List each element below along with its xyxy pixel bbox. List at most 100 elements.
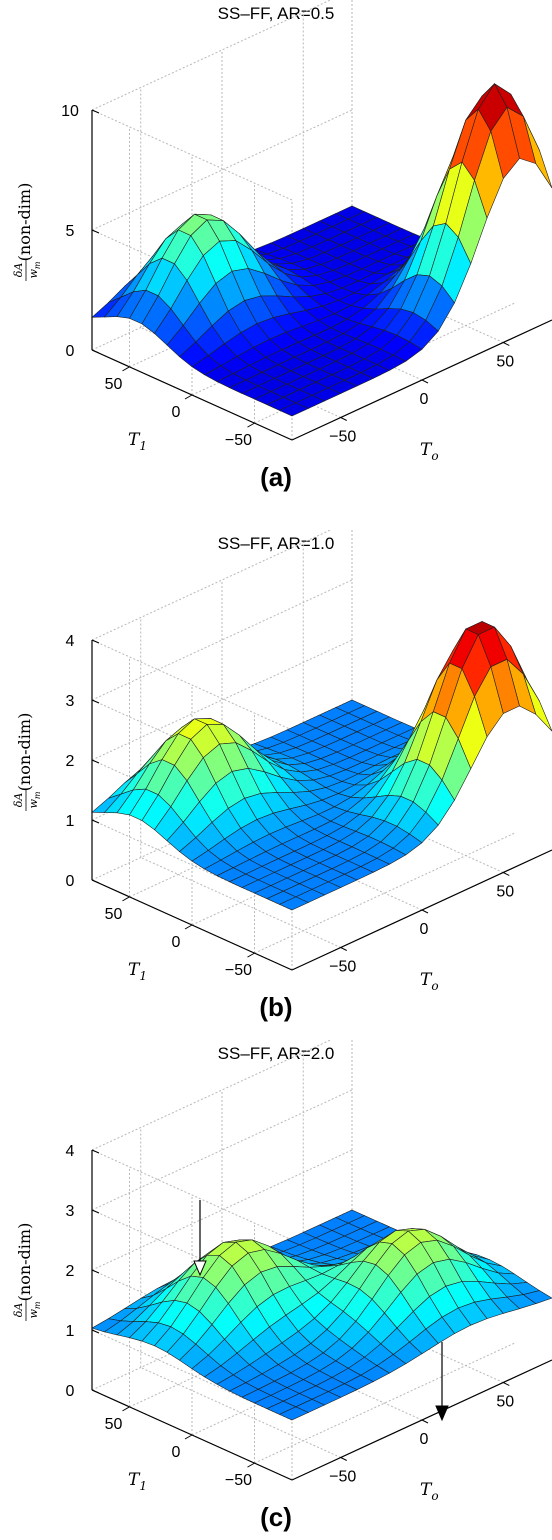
chart-title: SS–FF, AR=1.0 xyxy=(217,534,335,553)
chart-panel-c: SS–FF, AR=2.0 −50 0 50 −50 0 50 0 1 2 3 4 To T1 δA wm(… xyxy=(0,1040,552,1540)
x-axis-label: To xyxy=(420,440,439,463)
z-tick-label: 2 xyxy=(66,753,75,770)
svg-text:(non-dim): (non-dim) xyxy=(15,183,34,262)
y-tick-mark xyxy=(247,952,255,958)
z-tick-mark xyxy=(91,1149,100,1154)
z-tick-mark xyxy=(91,819,100,824)
y-tick-mark xyxy=(184,394,193,400)
surface-patch xyxy=(278,896,310,911)
z-tick-mark xyxy=(91,1389,100,1394)
z-tick-label: 5 xyxy=(66,223,75,240)
x-tick-mark xyxy=(503,872,510,876)
chart-panel-b: SS–FF, AR=1.0 −50 0 50 −50 0 50 0 1 2 3 4 To T1 δA wm(… xyxy=(0,530,552,1030)
ticks: −50 0 50 −50 0 50 0 5 10 xyxy=(61,103,514,449)
z-tick-mark xyxy=(91,1329,100,1334)
x-axis-label: To xyxy=(420,970,439,993)
y-tick-label: 50 xyxy=(105,906,123,923)
svg-text:(non-dim): (non-dim) xyxy=(15,1223,34,1302)
arrow-head xyxy=(435,1405,449,1422)
y-tick-label: 50 xyxy=(105,1416,123,1433)
z-tick-mark xyxy=(91,759,100,764)
chart-title: SS–FF, AR=0.5 xyxy=(217,4,335,23)
x-tick-mark xyxy=(340,417,347,421)
y-tick-label: 0 xyxy=(172,934,181,951)
y-tick-mark xyxy=(184,924,193,930)
arrow-head xyxy=(193,1260,207,1277)
surface-patch xyxy=(278,1406,310,1421)
y-tick-mark xyxy=(184,1434,193,1440)
svg-text:wm: wm xyxy=(27,1301,42,1318)
z-tick-label: 1 xyxy=(66,813,75,830)
z-axis-label: δA wm(non-dim) xyxy=(12,1223,42,1321)
z-tick-mark xyxy=(91,1209,100,1214)
z-tick-mark xyxy=(91,229,100,234)
chart-panel-a: SS–FF, AR=0.5 −50 0 50 −50 0 50 0 5 10 To T1 δA wm (n… xyxy=(0,0,552,500)
z-tick-label: 3 xyxy=(66,693,75,710)
z-tick-label: 1 xyxy=(66,1323,75,1340)
y-tick-label: 0 xyxy=(172,404,181,421)
x-tick-label: −50 xyxy=(329,429,356,446)
z-tick-label: 10 xyxy=(61,103,79,120)
z-tick-label: 2 xyxy=(66,1263,75,1280)
z-tick-label: 4 xyxy=(66,1143,75,1160)
x-tick-mark xyxy=(503,1382,510,1386)
ticks: −50 0 50 −50 0 50 0 1 2 3 4 xyxy=(66,633,515,979)
panel-label: (b) xyxy=(259,992,293,1022)
y-tick-mark xyxy=(247,1462,255,1468)
grid-line xyxy=(91,109,293,201)
surface xyxy=(91,620,552,911)
x-tick-label: −50 xyxy=(329,1469,356,1486)
z-tick-mark xyxy=(91,639,100,644)
z-tick-label: 3 xyxy=(66,1203,75,1220)
surface-plot: −50 0 50 −50 0 50 0 5 10 To T1 δA wm(non-dim) xyxy=(12,0,552,463)
svg-text:δA: δA xyxy=(12,263,25,278)
surface-patch xyxy=(278,402,310,417)
y-tick-label: −50 xyxy=(225,1472,252,1489)
surface xyxy=(91,1209,552,1421)
z-tick-label: 0 xyxy=(66,343,75,360)
x-tick-mark xyxy=(421,909,429,914)
panel-label: (c) xyxy=(260,1502,292,1532)
z-tick-mark xyxy=(91,349,100,354)
surface-plot: −50 0 50 −50 0 50 0 1 2 3 4 To T1 δA wm(non-dim) xyxy=(12,530,552,993)
x-tick-label: 50 xyxy=(496,354,514,371)
ticks: −50 0 50 −50 0 50 0 1 2 3 4 xyxy=(66,1143,515,1489)
x-tick-label: −50 xyxy=(329,959,356,976)
y-tick-mark xyxy=(247,422,255,428)
svg-text:(non-dim): (non-dim) xyxy=(15,713,34,792)
y-axis-label: T1 xyxy=(128,1470,147,1493)
y-tick-label: −50 xyxy=(225,432,252,449)
panel-label: (a) xyxy=(260,462,292,492)
z-tick-label: 0 xyxy=(66,1383,75,1400)
y-tick-mark xyxy=(122,366,130,372)
z-tick-mark xyxy=(91,109,100,114)
y-axis-label: T1 xyxy=(128,430,147,453)
surface xyxy=(91,82,552,417)
z-tick-mark xyxy=(91,879,100,884)
x-tick-mark xyxy=(421,379,429,384)
x-tick-mark xyxy=(340,947,347,951)
y-tick-label: 0 xyxy=(172,1444,181,1461)
z-axis-label: δA wm(non-dim) xyxy=(12,183,42,281)
surface-plot: −50 0 50 −50 0 50 0 1 2 3 4 To T1 δA wm(non-dim) xyxy=(12,1040,552,1503)
x-tick-label: 0 xyxy=(420,391,429,408)
x-tick-label: 50 xyxy=(496,884,514,901)
y-axis-label: T1 xyxy=(128,960,147,983)
grid-line xyxy=(91,1149,293,1241)
x-tick-mark xyxy=(503,342,510,346)
chart-title: SS–FF, AR=2.0 xyxy=(217,1044,335,1063)
z-tick-mark xyxy=(91,699,100,704)
svg-text:δA: δA xyxy=(12,1303,25,1318)
y-tick-label: −50 xyxy=(225,962,252,979)
svg-text:wm: wm xyxy=(27,791,42,808)
y-tick-label: 50 xyxy=(105,376,123,393)
x-tick-mark xyxy=(421,1419,429,1424)
annotations xyxy=(193,1200,449,1422)
z-tick-label: 4 xyxy=(66,633,75,650)
x-tick-mark xyxy=(340,1457,347,1461)
z-tick-mark xyxy=(91,1269,100,1274)
svg-text:wm: wm xyxy=(27,261,42,278)
y-tick-mark xyxy=(122,896,130,902)
y-tick-mark xyxy=(122,1406,130,1412)
x-tick-label: 0 xyxy=(420,1431,429,1448)
